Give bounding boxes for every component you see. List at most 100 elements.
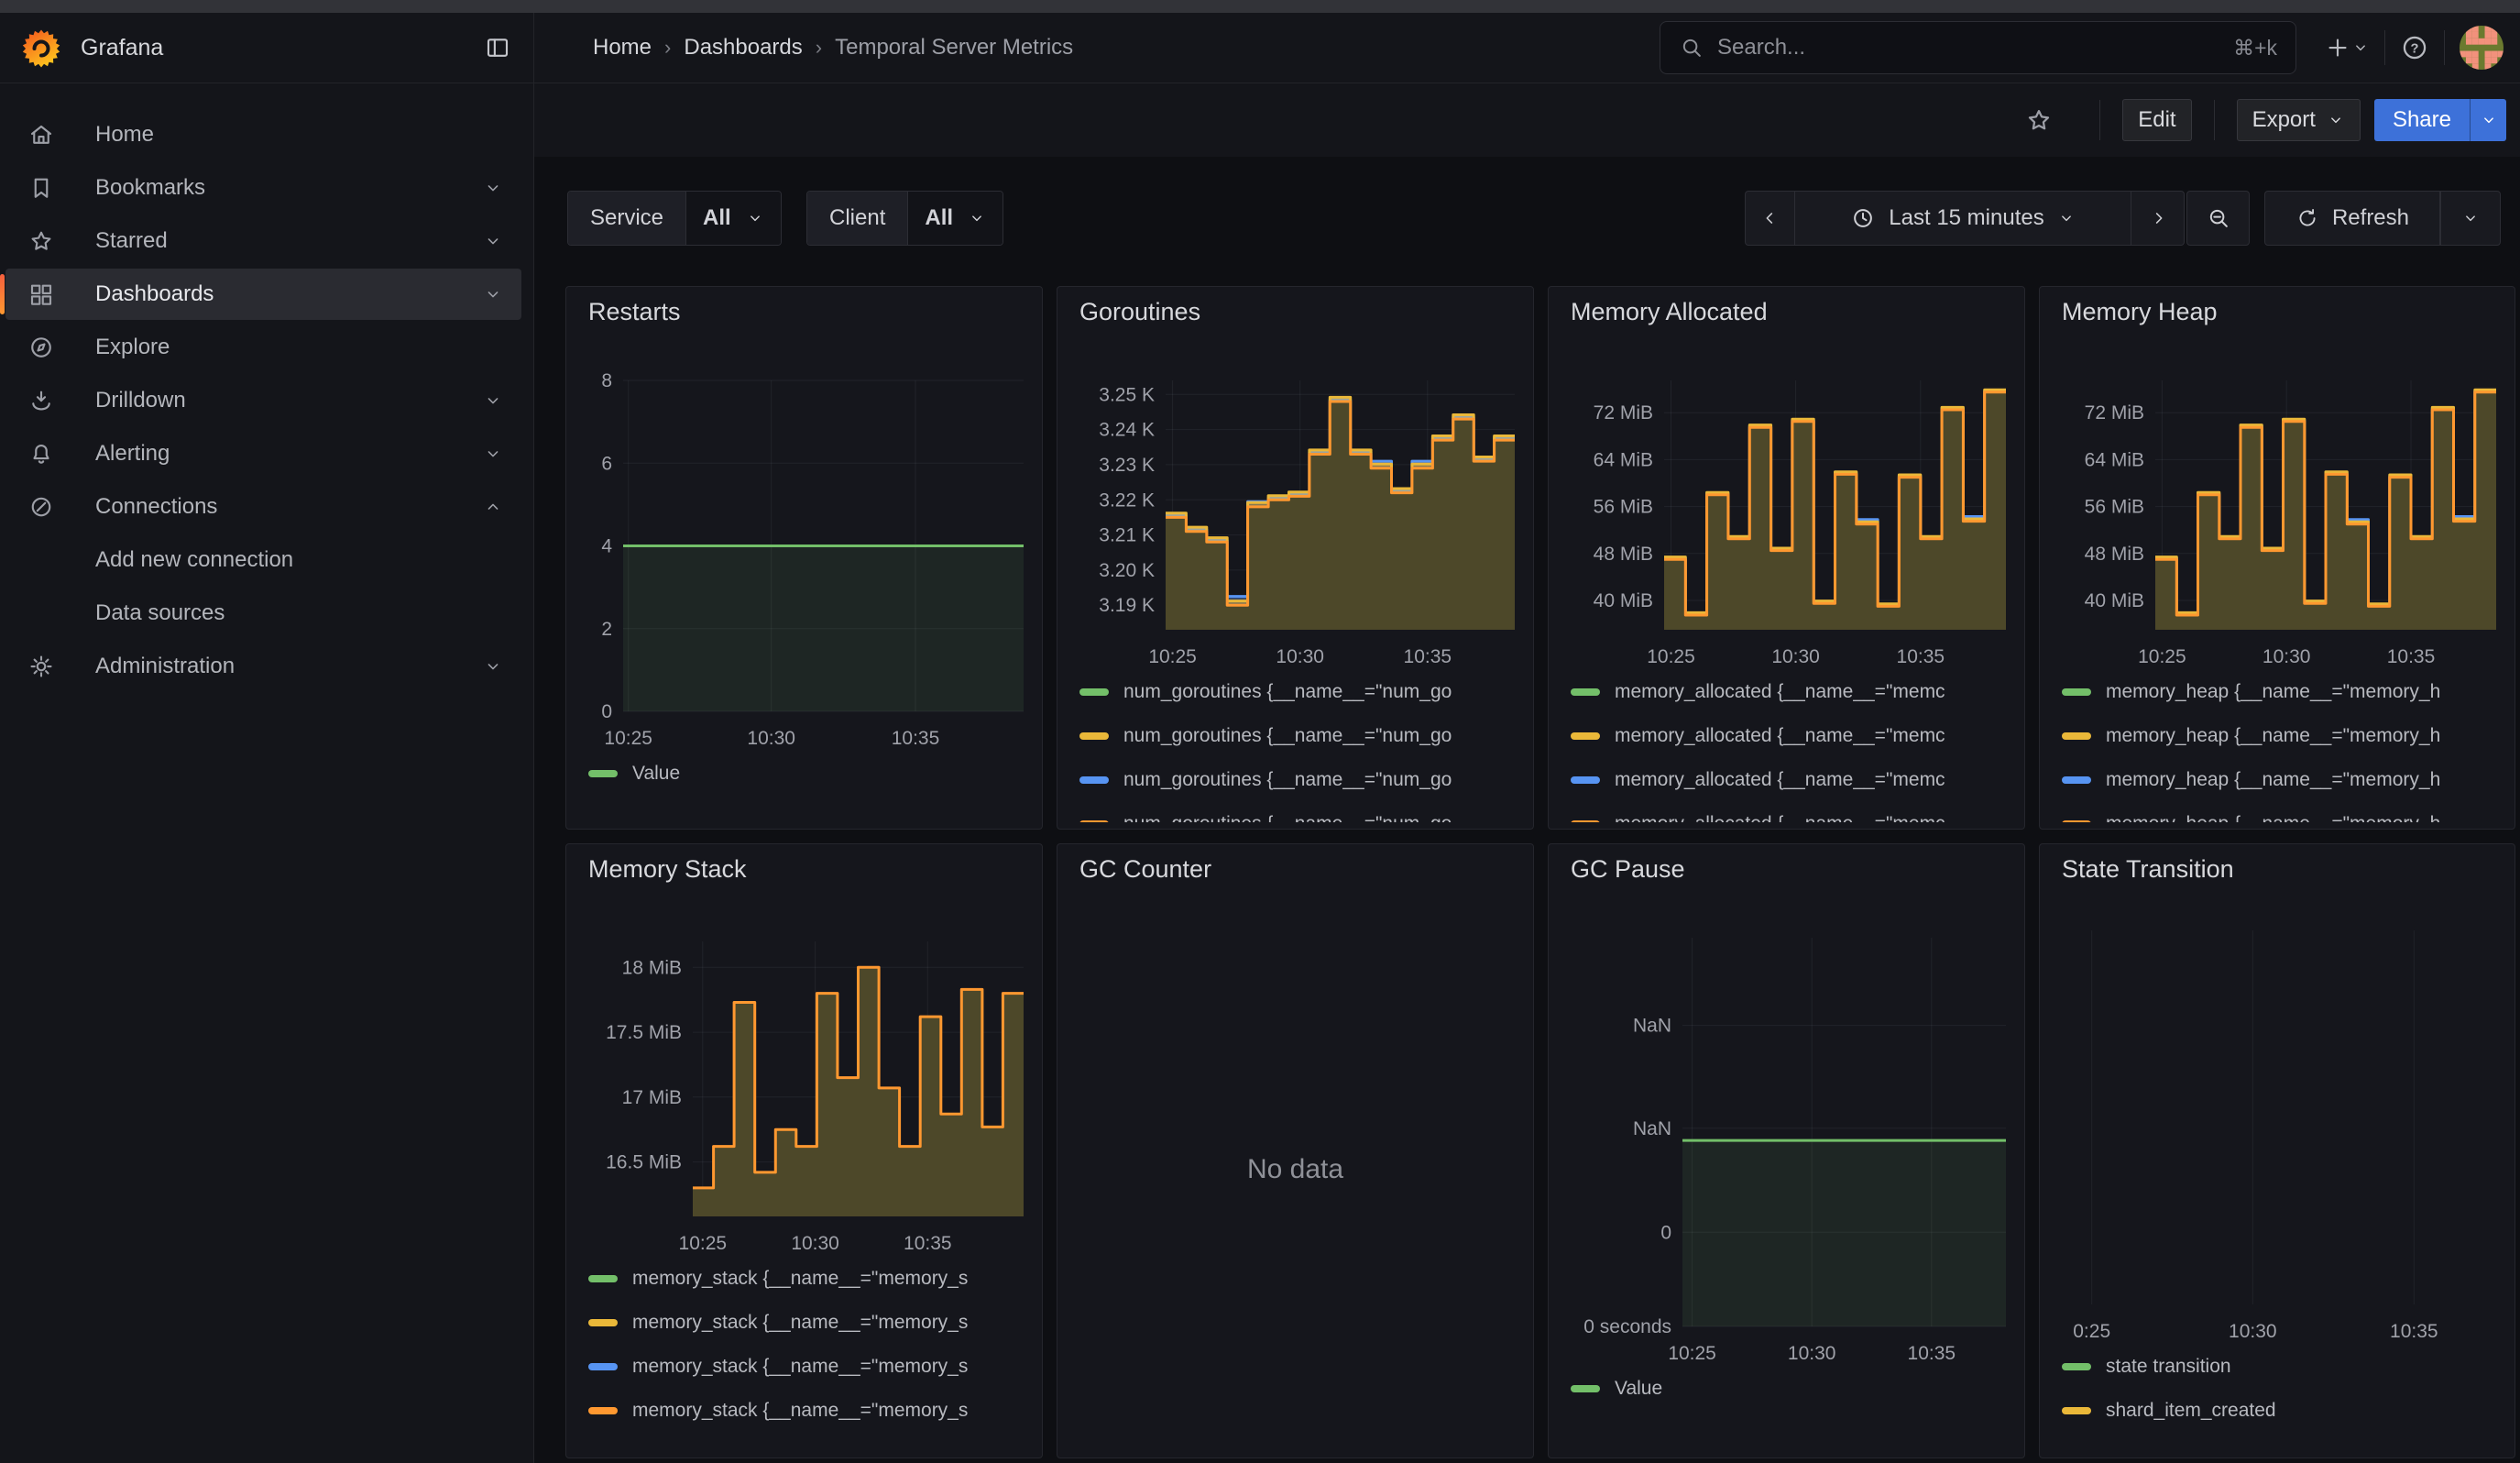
chart-plot[interactable]: 40 MiB48 MiB56 MiB64 MiB72 MiB10:2510:30… [2054,371,2500,670]
panel-memory-stack: Memory Stack16.5 MiB17 MiB17.5 MiB18 MiB… [565,843,1043,1458]
sidebar-item-label: Home [95,122,154,148]
svg-text:16.5 MiB: 16.5 MiB [606,1152,682,1173]
legend-item[interactable]: memory_heap {__name__="memory_h [2062,670,2500,714]
chart-plot[interactable]: 16.5 MiB17 MiB17.5 MiB18 MiB10:2510:3010… [581,932,1027,1257]
sidebar-item-explore[interactable]: Explore [5,322,521,373]
legend-item[interactable]: memory_allocated {__name__="memc [1571,714,2010,758]
legend-item[interactable]: memory_heap {__name__="memory_h [2062,714,2500,758]
sidebar-item-add-new-connection[interactable]: Add new connection [5,534,521,586]
chart-plot[interactable]: 0 seconds0NaNNaN10:2510:3010:35 [1563,929,2010,1367]
legend-item[interactable]: Value [1571,1367,2010,1411]
legend-item[interactable]: memory_stack {__name__="memory_s [588,1389,1027,1433]
legend-item[interactable]: num_goroutines {__name__="num_go [1079,714,1518,758]
chart-area: 40 MiB48 MiB56 MiB64 MiB72 MiB10:2510:30… [2054,371,2500,670]
legend-item[interactable]: memory_allocated {__name__="memc [1571,670,2010,714]
sidebar-item-bookmarks[interactable]: Bookmarks [5,162,521,214]
svg-text:64 MiB: 64 MiB [2085,449,2144,470]
time-shift-back-button[interactable] [1745,191,1795,246]
chart-plot[interactable]: 40 MiB48 MiB56 MiB64 MiB72 MiB10:2510:30… [1563,371,2010,670]
chevron-down-icon [2327,111,2345,129]
svg-text:10:35: 10:35 [1404,646,1452,667]
panel-gc-pause: GC Pause 0 seconds0NaNNaN10:2510:3010:35V… [1548,843,2025,1458]
refresh-button-label: Refresh [2332,205,2409,231]
chevron-down-icon [483,284,503,304]
legend-item[interactable]: num_goroutines {__name__="num_go [1079,758,1518,802]
breadcrumb-home[interactable]: Home [593,35,652,60]
chevron-down-icon [483,231,503,251]
legend-item[interactable]: memory_stack {__name__="memory_s [588,1345,1027,1389]
legend-item[interactable]: num_goroutines {__name__="num_go [1079,670,1518,714]
export-button[interactable]: Export [2237,99,2361,141]
share-menu-button[interactable] [2470,99,2506,141]
panel-title[interactable]: Restarts [581,298,1027,335]
legend-label: memory_stack {__name__="memory_s [632,1312,968,1334]
svg-text:17 MiB: 17 MiB [622,1087,682,1108]
legend-swatch [1079,732,1109,740]
panel-memory-allocated: Memory Allocated 40 MiB48 MiB56 MiB64 MiB… [1548,286,2025,830]
panel-title[interactable]: State Transition [2054,855,2500,892]
legend-item[interactable]: memory_stack {__name__="memory_s [588,1301,1027,1345]
legend-item[interactable]: memory_stack {__name__="memory_s [588,1257,1027,1301]
sidebar-item-data-sources[interactable]: Data sources [5,588,521,639]
main-content: Edit Export Share Service All [534,83,2520,1463]
svg-text:0: 0 [601,701,612,722]
time-shift-forward-button[interactable] [2131,191,2185,246]
legend-swatch [1571,776,1600,784]
svg-text:40 MiB: 40 MiB [2085,590,2144,611]
refresh-button[interactable]: Refresh [2264,191,2440,246]
chart-plot[interactable]: 0:2510:3010:35 [2054,921,2500,1345]
legend-item[interactable]: memory_allocated {__name__="memc [1571,802,2010,822]
service-filter-value[interactable]: All [686,192,781,245]
panel-title[interactable]: Memory Stack [581,855,1027,892]
panel-title[interactable]: Goroutines [1072,298,1518,335]
svg-text:3.20 K: 3.20 K [1099,560,1155,581]
chevron-down-icon [968,209,986,227]
sidebar-item-home[interactable]: Home [5,109,521,160]
legend-item[interactable]: memory_heap {__name__="memory_h [2062,758,2500,802]
edit-button[interactable]: Edit [2122,99,2191,141]
client-filter: Client All [806,191,1003,246]
search-input[interactable]: Search... ⌘+k [1660,21,2296,74]
sidebar-item-drilldown[interactable]: Drilldown [5,375,521,426]
avatar[interactable] [2460,26,2504,70]
sidebar-item-starred[interactable]: Starred [5,215,521,267]
legend-item[interactable]: state transition [2062,1345,2500,1389]
divider [2444,30,2445,65]
sidebar-item-label: Starred [95,228,168,254]
zoom-out-button[interactable] [2186,191,2250,246]
chevron-down-icon [483,178,503,198]
sidebar-item-dashboards[interactable]: Dashboards [5,269,521,320]
legend-label: memory_heap {__name__="memory_h [2106,681,2440,703]
panel-title[interactable]: GC Pause [1563,855,2010,892]
sidebar-item-label: Alerting [95,441,170,467]
svg-text:3.19 K: 3.19 K [1099,595,1155,616]
legend-item[interactable]: memory_allocated {__name__="memc [1571,758,2010,802]
legend-item[interactable]: Value [588,752,1027,796]
breadcrumb-current: Temporal Server Metrics [835,35,1073,60]
new-button[interactable] [2318,28,2375,67]
star-dashboard-button[interactable] [2024,105,2054,135]
panel-title[interactable]: Memory Heap [2054,298,2500,335]
sidebar-item-alerting[interactable]: Alerting [5,428,521,479]
sidebar-item-label: Administration [95,654,235,679]
time-range-button[interactable]: Last 15 minutes [1795,191,2131,246]
client-filter-value[interactable]: All [908,192,1003,245]
breadcrumb-dashboards[interactable]: Dashboards [684,35,802,60]
legend-item[interactable]: memory_heap {__name__="memory_h [2062,802,2500,822]
chart-plot[interactable]: 3.19 K3.20 K3.21 K3.22 K3.23 K3.24 K3.25… [1072,371,1518,670]
share-button[interactable]: Share [2374,99,2470,141]
sidebar-toggle-button[interactable] [484,34,511,61]
help-button[interactable]: ? [2394,28,2435,68]
sidebar-item-administration[interactable]: Administration [5,641,521,692]
chart-plot[interactable]: 0246810:2510:3010:35 [581,371,1027,752]
svg-text:3.22 K: 3.22 K [1099,490,1155,511]
legend-item[interactable]: shard_item_created [2062,1389,2500,1433]
sidebar-item-label: Dashboards [95,281,214,307]
legend-item[interactable]: num_goroutines {__name__="num_go [1079,802,1518,822]
panel-title[interactable]: GC Counter [1072,855,1518,892]
grafana-app: Grafana Home › Dashboards › Temporal Ser… [0,0,2520,1463]
panel-title[interactable]: Memory Allocated [1563,298,2010,335]
time-range-label: Last 15 minutes [1889,205,2043,231]
sidebar-item-connections[interactable]: Connections [5,481,521,533]
refresh-interval-button[interactable] [2440,191,2501,246]
